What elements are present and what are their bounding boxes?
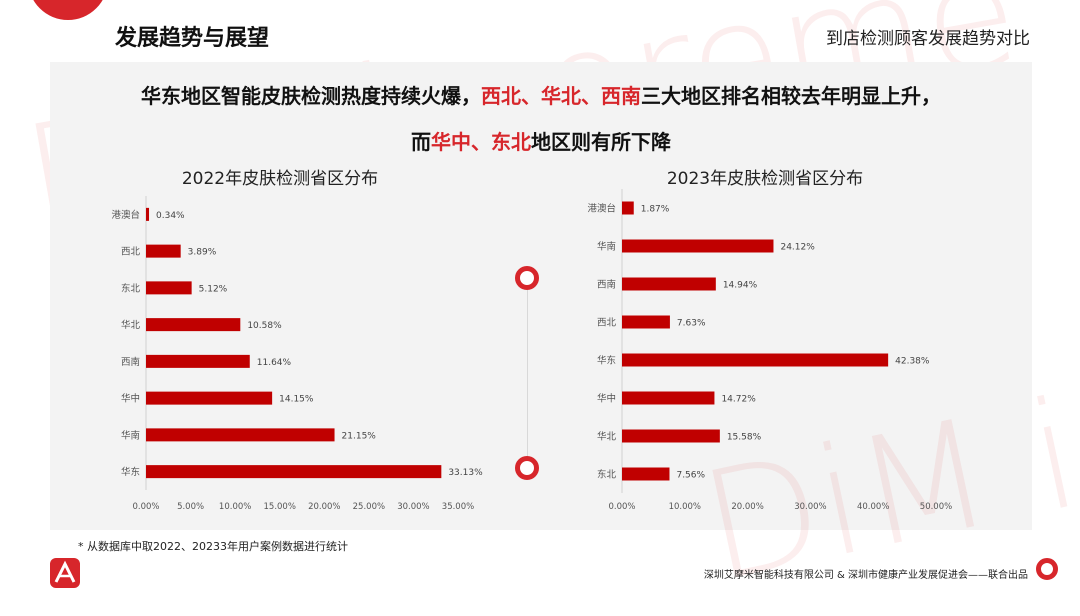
data-label: 15.58% (727, 433, 762, 443)
x-tick-label: 10.00% (669, 502, 701, 512)
data-label: 1.87% (641, 205, 670, 215)
page-subtitle: 到店检测顾客发展趋势对比 (826, 29, 1030, 49)
category-label: 西北 (597, 318, 617, 329)
bar (622, 239, 774, 253)
category-label: 西南 (121, 356, 140, 368)
data-label: 14.72% (721, 395, 756, 405)
data-label: 7.63% (677, 319, 706, 329)
headline-text: 华东地区智能皮肤检测热度持续火爆， (141, 84, 481, 108)
divider-line (527, 280, 528, 465)
category-label: 华南 (597, 241, 616, 253)
x-tick-label: 10.00% (219, 502, 251, 512)
x-tick-label: 15.00% (264, 502, 296, 512)
category-label: 华南 (121, 429, 140, 441)
category-label: 东北 (121, 282, 141, 294)
data-label: 42.38% (895, 357, 930, 367)
company-logo (50, 558, 80, 588)
headline-line-2: 而华中、东北地区则有所下降 (50, 126, 1032, 155)
bar (146, 428, 335, 442)
bar (146, 354, 250, 368)
x-tick-label: 5.00% (177, 502, 204, 512)
category-label: 西南 (597, 279, 616, 291)
category-label: 西北 (121, 247, 141, 258)
data-label: 10.58% (247, 321, 282, 331)
x-tick-label: 40.00% (857, 502, 889, 512)
category-label: 华北 (597, 431, 617, 443)
category-label: 华中 (121, 393, 140, 405)
page-title: 发展趋势与展望 (115, 26, 270, 51)
x-tick-label: 25.00% (353, 502, 385, 512)
x-tick-label: 30.00% (794, 502, 826, 512)
x-tick-label: 20.00% (731, 502, 763, 512)
data-label: 3.89% (188, 248, 217, 258)
data-label: 11.64% (257, 358, 292, 368)
bar (622, 429, 720, 443)
ring-icon (515, 456, 539, 480)
bar (622, 315, 670, 329)
content-panel (50, 62, 1032, 530)
chart-2022-title: 2022年皮肤检测省区分布 (181, 169, 379, 189)
logo-icon (54, 560, 76, 583)
headline-highlight: 华中、东北 (431, 130, 531, 154)
category-label: 华北 (121, 319, 141, 331)
x-tick-label: 50.00% (920, 502, 952, 512)
x-tick-label: 0.00% (608, 502, 635, 512)
chart-2023-title: 2023年皮肤检测省区分布 (666, 169, 864, 189)
x-tick-label: 20.00% (308, 502, 340, 512)
ring-icon (515, 266, 539, 290)
category-label: 港澳台 (111, 209, 140, 221)
bar (146, 244, 181, 258)
data-label: 21.15% (342, 431, 377, 441)
headline-line-1: 华东地区智能皮肤检测热度持续火爆，西北、华北、西南三大地区排名相较去年明显上升， (50, 80, 1032, 109)
bar (146, 465, 442, 479)
headline-text: 地区则有所下降 (531, 130, 671, 154)
bar (146, 391, 273, 405)
data-label: 33.13% (448, 468, 483, 478)
data-label: 5.12% (199, 284, 228, 294)
bar (146, 281, 192, 295)
data-label: 14.94% (723, 281, 758, 291)
credit-line: 深圳艾摩米智能科技有限公司 & 深圳市健康产业发展促进会——联合出品 (703, 570, 1028, 581)
footnote: * 从数据库中取2022、20233年用户案例数据进行统计 (78, 540, 348, 553)
headline-text: 而 (411, 130, 431, 154)
data-label: 7.56% (676, 471, 705, 481)
bar (622, 467, 670, 481)
data-label: 24.12% (780, 243, 815, 253)
data-label: 0.34% (156, 211, 185, 221)
bar (622, 391, 715, 405)
bar (622, 353, 889, 367)
x-tick-label: 30.00% (397, 502, 429, 512)
bar (146, 318, 241, 332)
ring-icon (1036, 558, 1058, 580)
data-label: 14.15% (279, 395, 314, 405)
category-label: 华东 (597, 355, 616, 367)
category-label: 东北 (597, 469, 617, 481)
headline-highlight: 西北、华北、西南 (481, 84, 641, 108)
category-label: 华东 (121, 466, 140, 478)
x-tick-label: 35.00% (442, 502, 474, 512)
x-tick-label: 0.00% (132, 502, 159, 512)
category-label: 港澳台 (587, 203, 616, 215)
bar (622, 201, 634, 215)
bar (146, 207, 150, 221)
headline-text: 三大地区排名相较去年明显上升， (641, 84, 941, 108)
category-label: 华中 (597, 393, 616, 405)
bar (622, 277, 716, 291)
